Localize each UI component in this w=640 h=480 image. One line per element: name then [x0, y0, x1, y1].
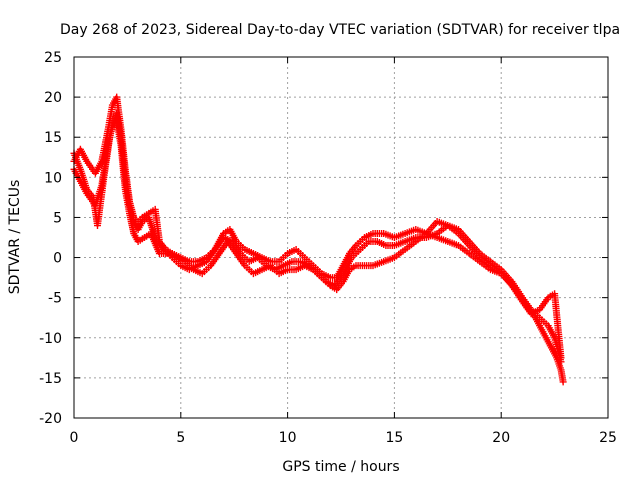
x-tick-label: 20	[492, 430, 510, 446]
data-point	[559, 378, 567, 386]
y-axis-label: SDTVAR / TECUs	[7, 180, 23, 295]
x-tick-label: 15	[385, 430, 403, 446]
x-tick-label: 0	[70, 430, 79, 446]
y-tick-label: 20	[44, 90, 62, 106]
y-tick-label: -15	[39, 371, 62, 387]
y-tick-label: 25	[44, 50, 62, 66]
x-tick-label: 5	[176, 430, 185, 446]
data-marks	[70, 93, 567, 386]
y-tick-label: 5	[53, 210, 62, 226]
y-tick-label: -10	[39, 331, 62, 347]
axis-ticks: 0 5 10 15 20 25 -20 -15 -10 -5 0 5 10 15 20 25	[39, 50, 617, 446]
grid-lines	[74, 57, 608, 418]
data-point	[557, 358, 565, 366]
series-track-c	[70, 109, 565, 366]
y-tick-label: 0	[53, 251, 62, 267]
y-tick-label: 10	[44, 170, 62, 186]
x-tick-label: 25	[599, 430, 617, 446]
chart-title: Day 268 of 2023, Sidereal Day-to-day VTE…	[60, 22, 620, 38]
y-tick-label: -20	[39, 411, 62, 427]
plot-frame	[73, 56, 609, 419]
x-tick-label: 10	[279, 430, 297, 446]
y-tick-label: 15	[44, 130, 62, 146]
series-track-b	[70, 117, 565, 362]
x-axis-label: GPS time / hours	[282, 459, 399, 475]
y-tick-label: -5	[48, 291, 62, 307]
